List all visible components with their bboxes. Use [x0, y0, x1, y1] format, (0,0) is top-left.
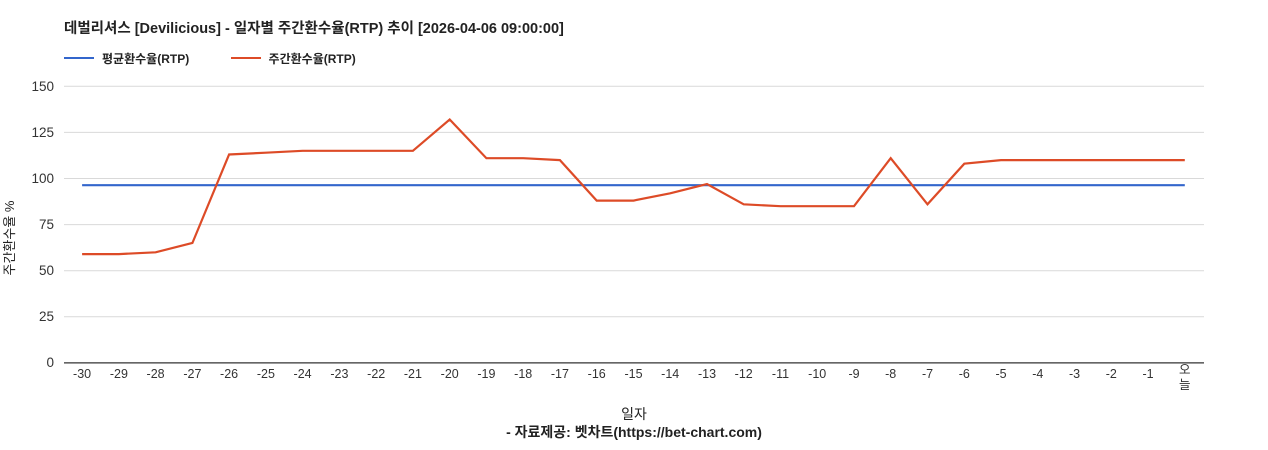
svg-text:-1: -1 [1142, 367, 1153, 381]
svg-text:150: 150 [31, 79, 54, 94]
svg-text:-14: -14 [661, 367, 679, 381]
svg-text:-15: -15 [624, 367, 642, 381]
svg-text:-4: -4 [1032, 367, 1043, 381]
svg-text:50: 50 [39, 263, 54, 278]
svg-text:-26: -26 [220, 367, 238, 381]
svg-text:-6: -6 [959, 367, 970, 381]
svg-text:-19: -19 [477, 367, 495, 381]
svg-text:-17: -17 [551, 367, 569, 381]
svg-text:-27: -27 [183, 367, 201, 381]
svg-text:-29: -29 [110, 367, 128, 381]
svg-text:-2: -2 [1106, 367, 1117, 381]
svg-text:-22: -22 [367, 367, 385, 381]
svg-text:-3: -3 [1069, 367, 1080, 381]
svg-text:-23: -23 [330, 367, 348, 381]
svg-text:-24: -24 [294, 367, 312, 381]
svg-text:-8: -8 [885, 367, 896, 381]
svg-text:-25: -25 [257, 367, 275, 381]
svg-text:늘: 늘 [1179, 378, 1191, 392]
svg-text:100: 100 [31, 171, 54, 186]
svg-text:-11: -11 [772, 367, 789, 381]
svg-text:-20: -20 [441, 367, 459, 381]
svg-text:-18: -18 [514, 367, 532, 381]
svg-text:-7: -7 [922, 367, 933, 381]
svg-text:-10: -10 [808, 367, 826, 381]
svg-text:-30: -30 [73, 367, 91, 381]
svg-text:0: 0 [46, 355, 54, 370]
svg-text:25: 25 [39, 309, 54, 324]
svg-text:-5: -5 [995, 367, 1006, 381]
svg-text:-16: -16 [588, 367, 606, 381]
svg-text:-28: -28 [147, 367, 165, 381]
svg-text:-21: -21 [404, 367, 422, 381]
svg-text:오: 오 [1179, 363, 1191, 377]
svg-text:-13: -13 [698, 367, 716, 381]
svg-text:-12: -12 [735, 367, 753, 381]
svg-text:75: 75 [39, 217, 54, 232]
svg-text:125: 125 [31, 125, 54, 140]
svg-text:주간환수율 %: 주간환수율 % [2, 200, 17, 275]
svg-text:-9: -9 [848, 367, 859, 381]
